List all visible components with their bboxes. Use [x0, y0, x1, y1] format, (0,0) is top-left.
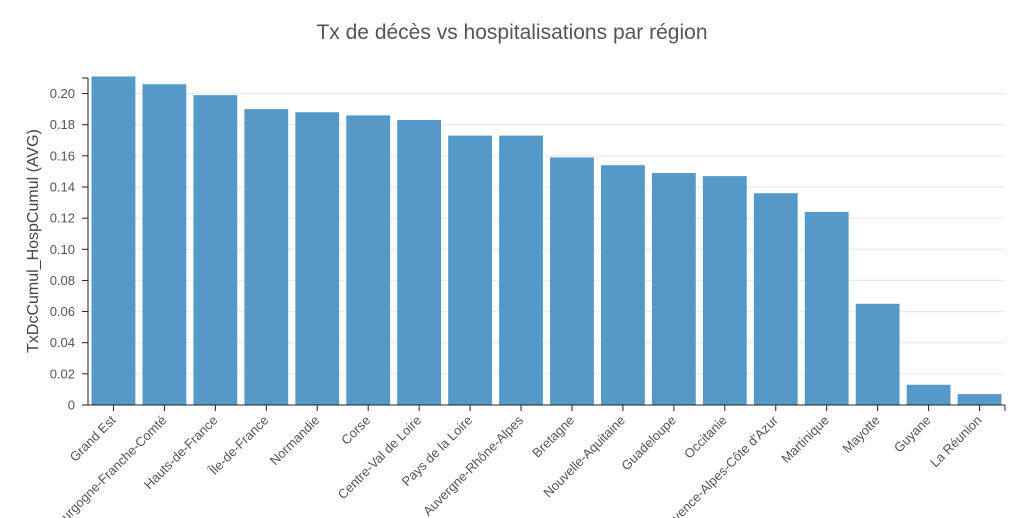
bar [601, 165, 645, 405]
bar [906, 384, 951, 405]
x-tick-label: Bretagne [529, 413, 577, 461]
y-tick-label: 0.14 [50, 180, 75, 195]
bar [550, 157, 594, 405]
y-tick-label: 0 [68, 398, 75, 413]
bar [499, 135, 543, 405]
y-tick-label: 0.02 [50, 366, 75, 381]
x-tick-label: Auvergne-Rhône-Alpes [420, 412, 527, 518]
y-ticks: 0 0.02 0.04 0.06 0.08 0.10 0.12 0.14 0.16 0.18 0.2… [50, 86, 88, 413]
y-tick-label: 0.18 [50, 117, 75, 132]
y-tick-label: 0.20 [50, 86, 75, 101]
bar [295, 112, 340, 405]
x-tick-label: Martinique [778, 413, 832, 467]
bar [244, 109, 289, 406]
axes [82, 77, 1006, 411]
x-tick-label: Occitanie [681, 413, 730, 462]
bar [702, 176, 747, 405]
x-tick-label: La Réunion [927, 413, 985, 471]
y-tick-label: 0.04 [50, 335, 75, 350]
x-tick-label: Guadeloupe [618, 413, 679, 474]
bar [651, 172, 696, 405]
bar [855, 303, 900, 405]
y-tick-label: 0.10 [50, 242, 75, 257]
x-tick-label: Guyane [891, 413, 934, 456]
bars [91, 76, 1002, 406]
bar [397, 120, 442, 406]
bar [346, 115, 391, 405]
y-tick-label: 0.12 [50, 211, 75, 226]
bar [753, 193, 798, 405]
bar [448, 135, 492, 405]
grid-lines [88, 93, 1005, 375]
y-tick-label: 0.06 [50, 304, 75, 319]
bar [91, 76, 136, 405]
y-tick-label: 0.08 [50, 273, 75, 288]
y-axis-label: TxDcCumul_HospCumul (AVG) [25, 129, 42, 353]
x-tick-label: Normandie [267, 413, 323, 469]
x-tick-label: Mayotte [839, 413, 882, 456]
bar [804, 211, 849, 405]
bar [193, 95, 238, 405]
y-tick-label: 0.16 [50, 148, 75, 163]
chart-title: Tx de décès vs hospitalisations par régi… [316, 21, 707, 44]
bar [142, 84, 187, 405]
x-tick-label: Grand Est [67, 412, 119, 464]
x-ticks: Grand EstBourgogne-Franche-ComtéHauts-de… [47, 405, 985, 518]
x-tick-label: Corse [338, 413, 373, 448]
bar [957, 394, 1002, 405]
